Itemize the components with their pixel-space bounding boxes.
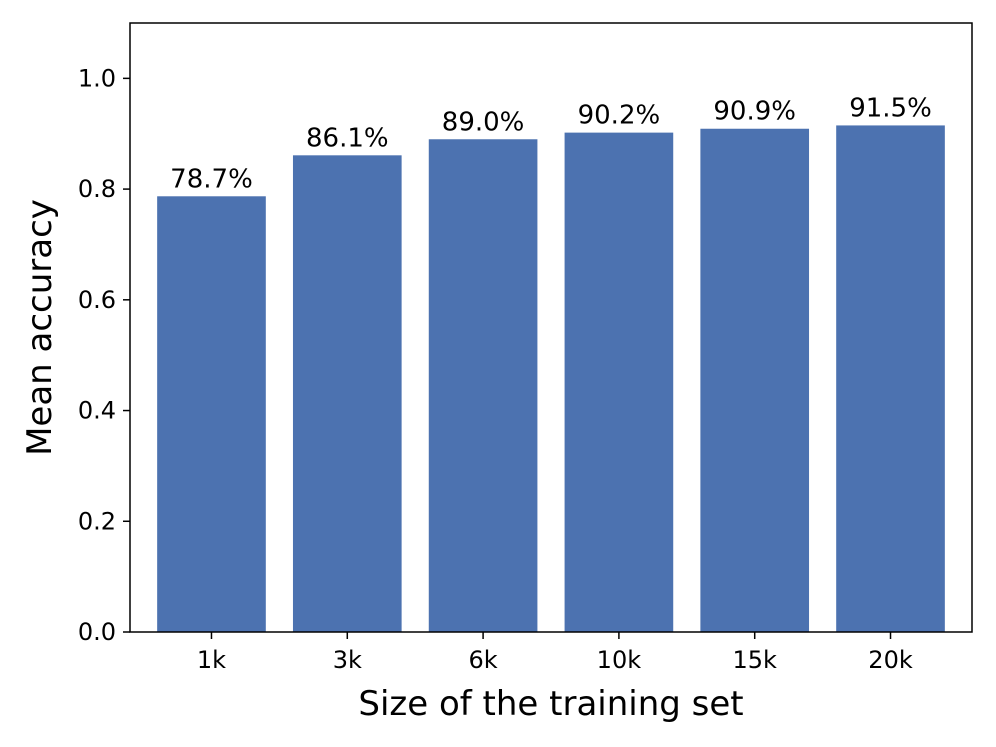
data-label-6k: 89.0% — [442, 107, 525, 137]
plot-frame — [129, 22, 973, 633]
x-tick-label: 10k — [597, 646, 642, 674]
bar-10k — [564, 132, 674, 632]
data-label-20k: 91.5% — [849, 93, 932, 123]
bar-20k — [836, 125, 945, 632]
y-axis-title: Mean accuracy — [20, 199, 60, 456]
x-tick-label: 3k — [333, 646, 362, 674]
x-tick-label: 15k — [732, 646, 777, 674]
x-tick-label: 1k — [197, 646, 226, 674]
data-label-10k: 90.2% — [578, 101, 661, 131]
data-labels-group: 78.7% 86.1% 89.0% 90.2% 90.9% 91.5% — [170, 93, 932, 194]
bar-15k — [700, 128, 810, 632]
y-tick-label: 1.0 — [78, 64, 116, 92]
data-label-15k: 90.9% — [713, 97, 796, 127]
y-tick-label: 0.4 — [78, 397, 116, 425]
y-ticks-group: 0.0 0.2 0.4 0.6 0.8 1.0 — [78, 64, 130, 646]
bar-6k — [428, 139, 538, 632]
y-tick-label: 0.6 — [78, 286, 116, 314]
bar-1k — [157, 196, 266, 632]
data-label-1k: 78.7% — [170, 164, 253, 194]
y-tick-label: 0.0 — [78, 618, 116, 646]
bar-3k — [292, 155, 402, 632]
x-tick-label: 6k — [469, 646, 498, 674]
y-tick-label: 0.8 — [78, 175, 116, 203]
y-tick-label: 0.2 — [78, 507, 116, 535]
data-label-3k: 86.1% — [306, 123, 389, 153]
x-tick-label: 20k — [868, 646, 913, 674]
x-ticks-group: 1k 3k 6k 10k 15k 20k — [197, 632, 913, 674]
x-axis-title: Size of the training set — [358, 684, 743, 724]
bars-group — [157, 125, 945, 632]
